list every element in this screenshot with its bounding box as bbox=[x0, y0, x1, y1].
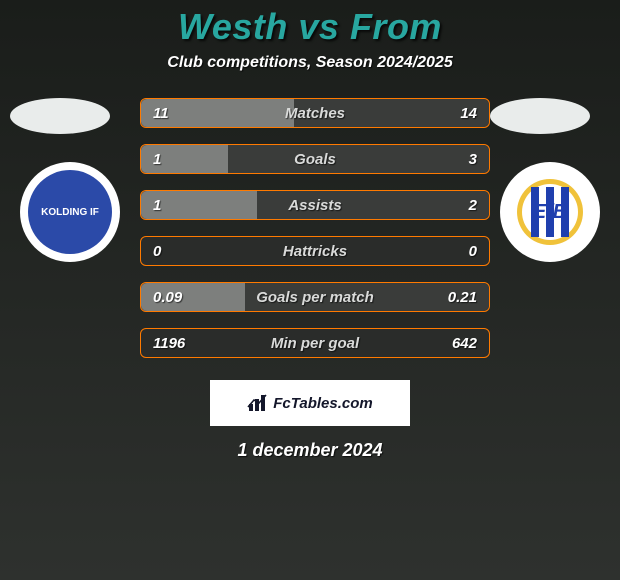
attribution-box: FcTables.com bbox=[210, 380, 410, 426]
stat-value-left: 11 bbox=[141, 99, 181, 127]
stat-value-left: 0.09 bbox=[141, 283, 194, 311]
stat-value-left: 1 bbox=[141, 145, 173, 173]
player-right-head bbox=[490, 98, 590, 134]
stat-value-left: 1196 bbox=[141, 329, 197, 357]
player-left-head bbox=[10, 98, 110, 134]
team-right-crest: EfB bbox=[500, 162, 600, 262]
stat-fill-right bbox=[257, 191, 489, 219]
stat-row: 1196642Min per goal bbox=[140, 328, 490, 358]
date-text: 1 december 2024 bbox=[0, 440, 620, 461]
stat-value-left: 0 bbox=[141, 237, 173, 265]
team-left-crest-text: KOLDING IF bbox=[28, 170, 112, 254]
page-title: Westh vs From bbox=[0, 6, 620, 48]
stat-value-left: 1 bbox=[141, 191, 173, 219]
stat-value-right: 3 bbox=[457, 145, 489, 173]
svg-text:EfB: EfB bbox=[533, 201, 567, 223]
team-left-crest-label: KOLDING IF bbox=[41, 207, 99, 218]
stat-row: 0 0Hattricks bbox=[140, 236, 490, 266]
stat-value-right: 0.21 bbox=[436, 283, 489, 311]
stat-label: Hattricks bbox=[141, 237, 489, 265]
team-right-crest-inner: EfB bbox=[508, 170, 592, 254]
stat-row: 12Assists bbox=[140, 190, 490, 220]
page-subtitle: Club competitions, Season 2024/2025 bbox=[0, 54, 620, 72]
stat-rows: 1114Matches13Goals12Assists00Hattricks0.… bbox=[140, 98, 490, 374]
stat-fill-right bbox=[228, 145, 489, 173]
team-left-crest: KOLDING IF bbox=[20, 162, 120, 262]
stat-value-right: 2 bbox=[457, 191, 489, 219]
content-root: Westh vs From Club competitions, Season … bbox=[0, 0, 620, 580]
stat-value-right: 14 bbox=[448, 99, 489, 127]
chart-icon bbox=[247, 393, 267, 413]
comparison-stage: KOLDING IF EfB 1114Matches13Goals12Assis… bbox=[0, 98, 620, 488]
stat-row: 13Goals bbox=[140, 144, 490, 174]
attribution-text: FcTables.com bbox=[273, 395, 372, 412]
team-right-crest-icon: EfB bbox=[515, 177, 585, 247]
stat-value-right: 642 bbox=[440, 329, 489, 357]
stat-row: 0.090.21Goals per match bbox=[140, 282, 490, 312]
stat-row: 1114Matches bbox=[140, 98, 490, 128]
stat-value-right: 0 bbox=[457, 237, 489, 265]
